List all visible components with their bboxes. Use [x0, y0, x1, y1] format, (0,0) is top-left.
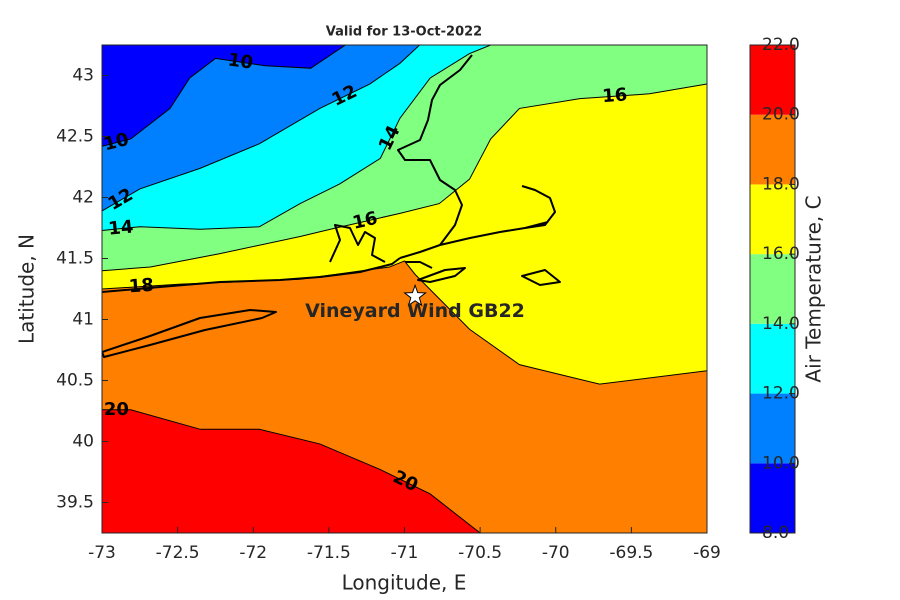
y-tick-label: 42.5 [56, 127, 94, 147]
colorbar-tick-label: 16.0 [762, 244, 800, 264]
contour-label: 20 [104, 399, 129, 420]
colorbar-frame [749, 44, 796, 534]
colorbar-swatch [750, 114, 795, 185]
colorbar-swatch [750, 184, 795, 255]
colorbar-tick-label: 18.0 [762, 174, 800, 194]
x-tick-label: -73 [88, 543, 116, 563]
colorbar-tick-label: 10.0 [762, 453, 800, 473]
contour-label: 14 [107, 216, 134, 239]
x-tick-label: -71.5 [307, 543, 351, 563]
contour-fills [102, 45, 707, 533]
y-axis-label: Latitude, N [15, 234, 39, 344]
y-tick-label: 39.5 [56, 493, 94, 513]
colorbar-tick-label: 14.0 [762, 314, 800, 334]
nantucket [521, 269, 561, 286]
y-tick-label: 40.5 [56, 371, 94, 391]
colorbar-label: Air Temperature, C [802, 195, 826, 382]
y-tick-label: 42 [72, 188, 94, 208]
marthas-vineyard [417, 267, 466, 283]
contour-band [102, 409, 481, 533]
contour-line [102, 83, 707, 272]
colorbar: 8.0 10.0 12.0 14.0 16.0 18.0 20.0 22.0 [749, 35, 800, 543]
colorbar-tick-label: 20.0 [762, 105, 800, 125]
contour-label: 16 [601, 84, 627, 107]
contour-line [102, 45, 491, 231]
site-label: Vineyard Wind GB22 [305, 300, 525, 322]
ma-coast [397, 54, 556, 259]
colorbar-swatch [750, 323, 795, 394]
contour-line [102, 45, 420, 212]
chart-title: Valid for 13-Oct-2022 [326, 25, 482, 40]
x-tick-label: -69 [693, 543, 721, 563]
ri-coast [329, 224, 386, 263]
x-tick-label: -72.5 [156, 543, 200, 563]
colorbar-tick-label: 22.0 [762, 35, 800, 55]
x-tick-label: -70.5 [458, 543, 502, 563]
contour-label: 10 [227, 49, 255, 73]
y-tick-label: 40 [72, 432, 94, 452]
colorbar-swatch [750, 45, 795, 115]
ct-coast [102, 257, 401, 293]
contour-label: 18 [128, 275, 154, 298]
colorbar-swatch [750, 254, 795, 324]
colorbar-tick-label: 12.0 [762, 384, 800, 404]
buzzards-bay [405, 261, 433, 269]
contour-line [102, 409, 481, 533]
x-tick-label: -71 [391, 543, 419, 563]
x-tick-label: -70 [542, 543, 570, 563]
x-axis-label: Longitude, E [342, 571, 467, 595]
long-island [102, 309, 277, 358]
colorbar-tick-label: 8.0 [762, 523, 789, 543]
x-tick-label: -69.5 [609, 543, 653, 563]
contour-line [102, 45, 346, 147]
x-tick-label: -72 [239, 543, 267, 563]
colorbar-swatch [750, 393, 795, 464]
y-tick-label: 43 [72, 66, 94, 86]
coastline [102, 54, 561, 358]
site-marker [403, 283, 427, 307]
y-tick-label: 41 [72, 310, 94, 330]
colorbar-swatch [750, 463, 795, 533]
y-tick-label: 41.5 [56, 249, 94, 269]
